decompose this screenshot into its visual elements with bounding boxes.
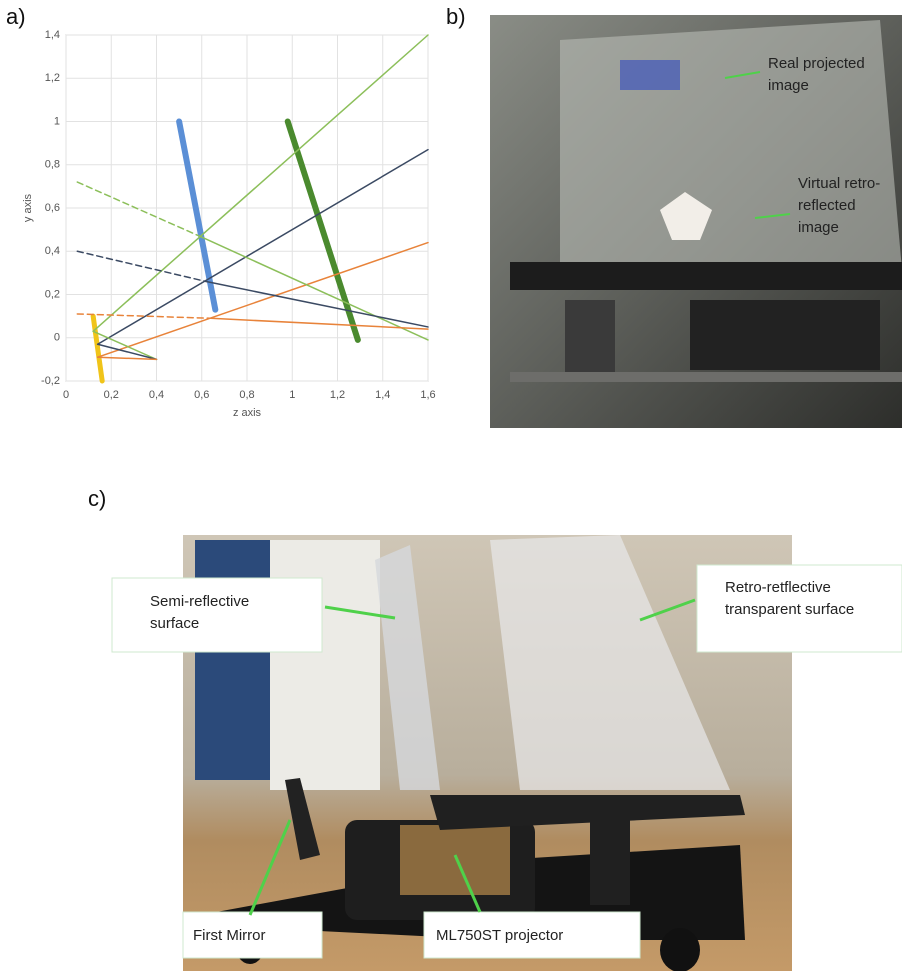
annotation-line: First Mirror: [193, 927, 265, 944]
annotation-line: ML750ST projector: [436, 927, 563, 944]
photo-c: Semi-reflective surface Retro-retflective…: [112, 535, 902, 971]
y-tick-label: 0: [54, 332, 60, 344]
photo-b: Real projected image Virtual retro-reflec…: [490, 15, 902, 428]
y-tick-label: 0,4: [45, 245, 60, 257]
x-tick-label: 0,8: [239, 389, 254, 401]
annotation-line: image: [768, 77, 809, 94]
y-tick-label: 0,8: [45, 159, 60, 171]
panel-label: a): [6, 4, 26, 29]
annotation-line: reflected: [798, 197, 856, 214]
y-tick-label: 1: [54, 115, 60, 127]
panel-label: b): [446, 4, 466, 29]
x-tick-label: 0: [63, 389, 69, 401]
x-tick-label: 0,6: [194, 389, 209, 401]
panel-label: c): [88, 486, 106, 511]
annotation-line: Semi-reflective: [150, 593, 249, 610]
annotation-line: transparent surface: [725, 601, 854, 618]
y-tick-label: 0,2: [45, 288, 60, 300]
x-tick-label: 1: [289, 389, 295, 401]
x-tick-label: 0,2: [104, 389, 119, 401]
y-tick-label: -0,2: [41, 375, 60, 387]
y-tick-label: 1,4: [45, 29, 60, 41]
annotation-line: Retro-retflective: [725, 579, 831, 596]
y-tick-label: 1,2: [45, 72, 60, 84]
annotation: ML750ST projector: [436, 927, 563, 944]
y-axis-label: y axis: [22, 193, 34, 222]
x-axis-label: z axis: [233, 407, 262, 419]
x-tick-label: 1,4: [375, 389, 390, 401]
annotation-line: Real projected: [768, 55, 865, 72]
figure: a) b) c) Real projected image Virtual ret…: [0, 0, 902, 971]
x-tick-label: 0,4: [149, 389, 164, 401]
x-tick-label: 1,6: [420, 389, 435, 401]
annotation: First Mirror: [193, 927, 265, 944]
annotation-line: image: [798, 219, 839, 236]
annotation-line: surface: [150, 615, 199, 632]
x-tick-label: 1,2: [330, 389, 345, 401]
y-tick-label: 0,6: [45, 202, 60, 214]
annotation-line: Virtual retro-: [798, 175, 880, 192]
